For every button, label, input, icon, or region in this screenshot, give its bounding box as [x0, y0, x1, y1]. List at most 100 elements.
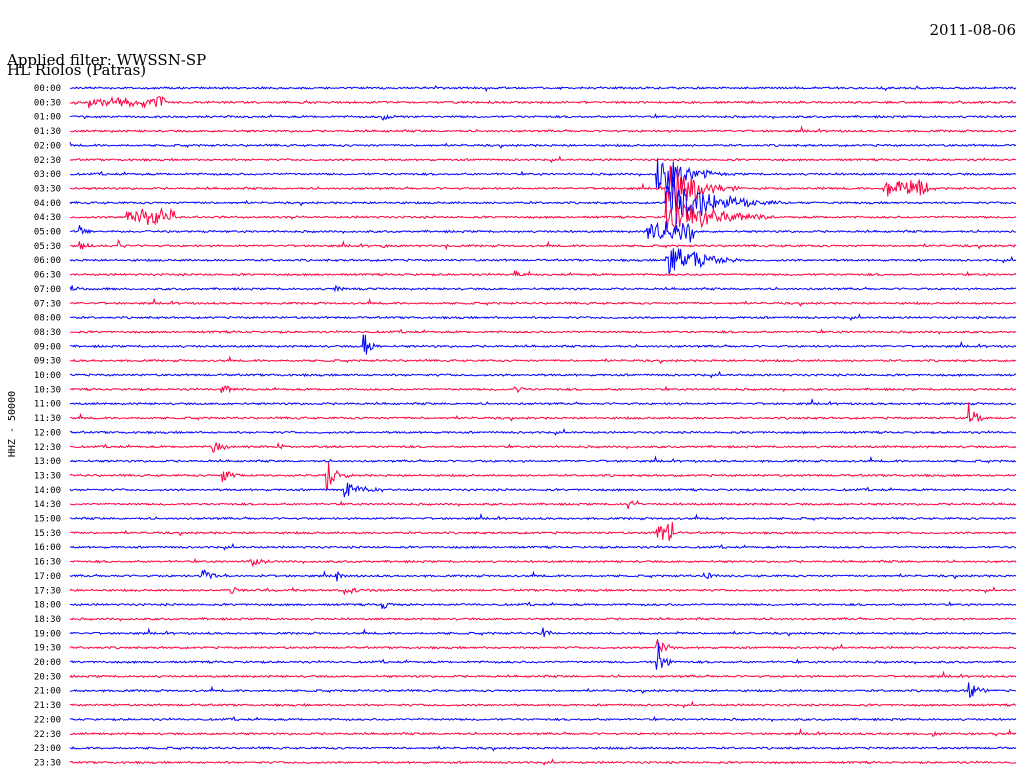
- trace-row-1630: [69, 557, 1017, 568]
- trace-row-0600: [69, 248, 1017, 275]
- row-label-1300: 13:00: [34, 457, 61, 467]
- trace-row-0530: [69, 238, 1017, 251]
- trace-row-1400: [69, 482, 1017, 498]
- row-label-0400: 04:00: [34, 199, 61, 209]
- trace-row-0700: [69, 284, 1017, 293]
- trace-row-2330: [69, 758, 1017, 766]
- trace-row-1700: [69, 569, 1017, 582]
- row-label-1500: 15:00: [34, 515, 61, 525]
- trace-row-0930: [69, 355, 1017, 365]
- row-label-1730: 17:30: [34, 586, 61, 596]
- row-label-1430: 14:30: [34, 500, 61, 510]
- row-label-0100: 01:00: [34, 113, 61, 123]
- row-label-0130: 01:30: [34, 127, 61, 137]
- trace-row-1200: [69, 428, 1017, 436]
- row-label-0300: 03:00: [34, 170, 61, 180]
- trace-row-1300: [70, 455, 1017, 464]
- trace-row-0230: [69, 155, 1017, 164]
- trace-row-2000: [69, 642, 1017, 670]
- trace-row-0730: [69, 297, 1017, 307]
- trace-row-1030: [69, 385, 1017, 394]
- trace-row-2030: [69, 670, 1017, 679]
- row-label-0500: 05:00: [34, 228, 61, 238]
- trace-row-1800: [69, 600, 1017, 610]
- row-label-0230: 02:30: [34, 156, 61, 166]
- row-label-0600: 06:00: [34, 256, 61, 266]
- trace-row-1530: [69, 521, 1017, 542]
- row-label-1600: 16:00: [34, 543, 61, 553]
- row-label-0800: 08:00: [34, 314, 61, 324]
- row-label-1700: 17:00: [34, 572, 61, 582]
- row-label-1000: 10:00: [34, 371, 61, 381]
- trace-row-0800: [69, 313, 1017, 322]
- trace-row-1430: [69, 499, 1017, 510]
- row-label-0030: 00:30: [34, 98, 61, 108]
- trace-row-2200: [69, 715, 1017, 723]
- trace-row-0430: [69, 200, 1017, 233]
- trace-row-0830: [69, 328, 1017, 335]
- row-label-1330: 13:30: [34, 471, 61, 481]
- trace-row-0100: [69, 113, 1017, 121]
- trace-row-0000: [69, 85, 1017, 93]
- trace-row-2100: [69, 682, 1017, 699]
- row-label-1900: 19:00: [34, 629, 61, 639]
- row-label-2000: 20:00: [34, 658, 61, 668]
- row-label-2300: 23:00: [34, 744, 61, 754]
- trace-group: [69, 85, 1017, 766]
- row-label-0530: 05:30: [34, 242, 61, 252]
- record-date: 2011-08-06: [929, 21, 1016, 39]
- row-label-0200: 02:00: [34, 141, 61, 151]
- row-label-1030: 10:30: [34, 385, 61, 395]
- trace-row-1130: [70, 402, 1017, 423]
- trace-row-0630: [70, 269, 1017, 277]
- trace-row-2130: [69, 700, 1017, 709]
- trace-row-0900: [69, 334, 1017, 355]
- filter-label: Applied filter: WWSSN-SP: [7, 51, 207, 69]
- row-label-1130: 11:30: [34, 414, 61, 424]
- trace-row-1600: [69, 542, 1017, 551]
- row-label-1400: 14:00: [34, 486, 61, 496]
- row-label-1230: 12:30: [34, 443, 61, 453]
- trace-row-0200: [69, 141, 1017, 149]
- trace-row-1830: [69, 616, 1017, 622]
- row-label-1530: 15:30: [34, 529, 61, 539]
- row-label-2030: 20:30: [34, 672, 61, 682]
- trace-row-1900: [69, 627, 1017, 638]
- trace-row-1100: [69, 397, 1017, 406]
- row-label-0730: 07:30: [34, 299, 61, 309]
- trace-row-2230: [69, 727, 1017, 738]
- row-label-2130: 21:30: [34, 701, 61, 711]
- row-label-0930: 09:30: [34, 357, 61, 367]
- row-label-2200: 22:00: [34, 715, 61, 725]
- trace-row-1000: [69, 370, 1017, 379]
- row-label-2100: 21:00: [34, 687, 61, 697]
- row-label-1100: 11:00: [34, 400, 61, 410]
- row-label-1200: 12:00: [34, 428, 61, 438]
- row-label-1800: 18:00: [34, 601, 61, 611]
- row-label-2230: 22:30: [34, 730, 61, 740]
- row-label-0700: 07:00: [34, 285, 61, 295]
- trace-row-1730: [69, 585, 1017, 596]
- row-label-0900: 09:00: [34, 342, 61, 352]
- trace-row-1330: [69, 462, 1017, 490]
- row-label-0630: 06:30: [34, 271, 61, 281]
- station-title: HL Riolos (Patras): [7, 61, 147, 79]
- y-axis-label: HHZ - 50000: [7, 391, 18, 457]
- trace-row-0300: [69, 158, 1017, 191]
- trace-row-0330: [69, 165, 1017, 213]
- trace-row-2300: [69, 745, 1017, 752]
- trace-row-0130: [69, 125, 1017, 134]
- trace-row-1930: [69, 639, 1017, 653]
- row-label-1930: 19:30: [34, 644, 61, 654]
- row-label-2330: 23:30: [34, 758, 61, 768]
- row-label-0430: 04:30: [34, 213, 61, 223]
- row-label-group: 00:00 00:30 01:00 01:30 02:00 02:30 03:00 03:30…: [34, 84, 61, 768]
- row-label-0330: 03:30: [34, 184, 61, 194]
- row-label-1830: 18:30: [34, 615, 61, 625]
- trace-row-1230: [69, 441, 1017, 453]
- trace-row-0500: [69, 220, 1017, 243]
- row-label-0000: 00:00: [34, 84, 61, 94]
- row-label-0830: 08:30: [34, 328, 61, 338]
- trace-row-0030: [69, 95, 1017, 109]
